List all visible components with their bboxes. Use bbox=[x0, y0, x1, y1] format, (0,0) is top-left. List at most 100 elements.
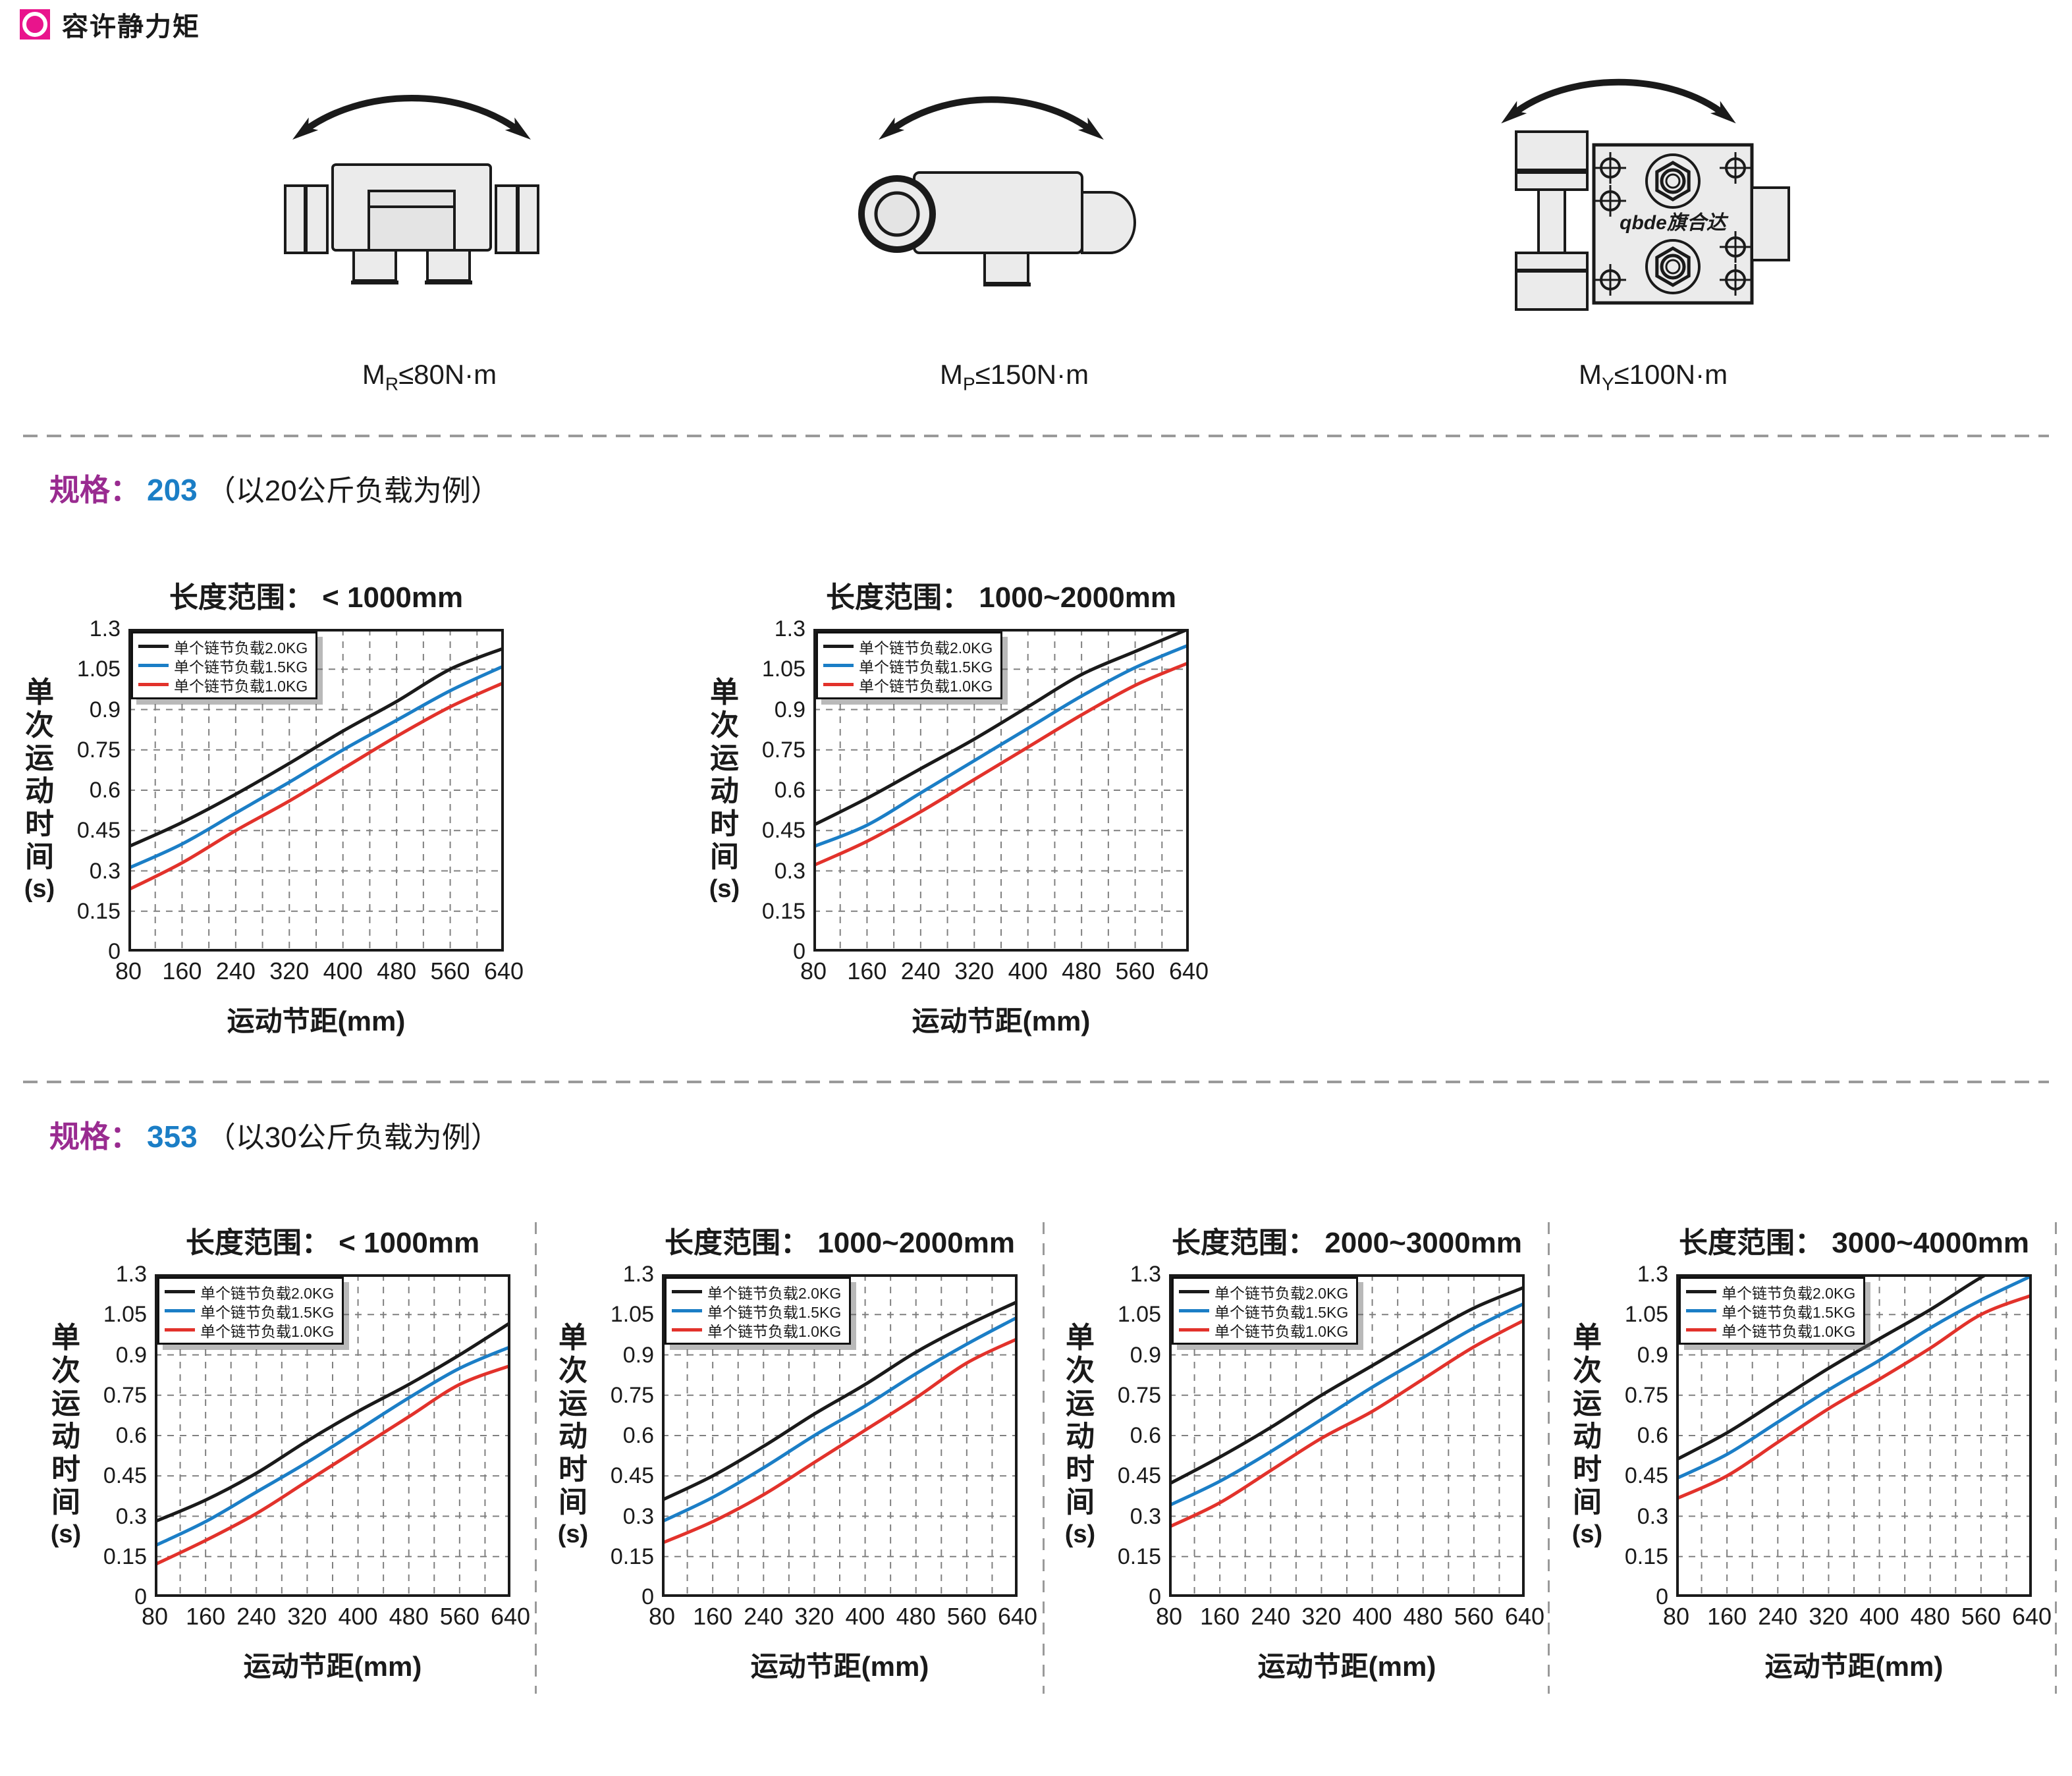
series-单个链节负载1.5KG bbox=[1676, 1274, 2032, 1480]
legend-item: 单个链节负载1.5KG bbox=[138, 656, 308, 676]
page-title: 容许静力矩 bbox=[62, 13, 200, 41]
series-单个链节负载1.0KG bbox=[1169, 1318, 1525, 1529]
legend-item: 单个链节负载2.0KG bbox=[672, 1282, 841, 1302]
y-axis-label-char: 运 bbox=[1573, 1387, 1602, 1420]
x-tick-label: 480 bbox=[389, 1603, 429, 1630]
brand-logo: qbde旗合达 bbox=[1620, 212, 1729, 234]
side-plate bbox=[495, 184, 518, 254]
x-tick-label: 400 bbox=[323, 957, 363, 984]
legend-label: 单个链节负载2.0KG bbox=[1722, 1284, 1856, 1302]
x-tick-label: 80 bbox=[1155, 1603, 1183, 1630]
side-plate bbox=[284, 184, 306, 254]
x-tick-label: 240 bbox=[744, 1603, 784, 1630]
y-tick-label: 0.3 bbox=[115, 1503, 147, 1529]
legend-item: 单个链节负载2.0KG bbox=[823, 637, 993, 657]
x-axis-label: 运动节距(mm) bbox=[227, 1006, 406, 1036]
x-tick-label: 400 bbox=[1352, 1603, 1392, 1630]
y-axis-label: 单次运动时间 (s) bbox=[43, 1322, 89, 1549]
chart-203-1000-2000mm: 长度范围： 1000~2000mm 单次运动时间 (s) 1.3 1.05 0.9 0.75… bbox=[695, 568, 1241, 1050]
series-单个链节负载1.5KG bbox=[1169, 1301, 1525, 1507]
y-axis-label: 单次运动时间 (s) bbox=[550, 1322, 596, 1549]
x-tick-label: 400 bbox=[845, 1603, 885, 1630]
x-tick-label: 560 bbox=[946, 1603, 987, 1630]
x-tick-label: 160 bbox=[847, 957, 887, 984]
y-axis-label-char: 运 bbox=[25, 742, 54, 774]
legend-label: 单个链节负载2.0KG bbox=[1214, 1284, 1349, 1302]
y-axis-label-char: 间 bbox=[710, 841, 739, 873]
plot-frame bbox=[155, 1274, 510, 1597]
y-tick-label: 0.75 bbox=[76, 737, 121, 763]
y-axis-label-char: 运 bbox=[51, 1387, 80, 1420]
spec-note: （以20公斤负载为例） bbox=[206, 475, 500, 507]
x-tick-label: 640 bbox=[490, 1603, 531, 1630]
y-tick-label: 0.45 bbox=[761, 818, 805, 844]
y-tick-label: 1.3 bbox=[622, 1262, 654, 1287]
legend: 单个链节负载2.0KG 单个链节负载1.5KG 单个链节负载1.0KG bbox=[157, 1277, 344, 1345]
y-axis-label-char: 间 bbox=[1066, 1486, 1095, 1519]
y-tick-label: 0.6 bbox=[1130, 1423, 1161, 1448]
legend-label: 单个链节负载2.0KG bbox=[174, 639, 308, 657]
legend: 单个链节负载2.0KG 单个链节负载1.5KG 单个链节负载1.0KG bbox=[816, 632, 1003, 699]
x-tick-label: 240 bbox=[215, 957, 256, 984]
y-tick-label: 0.75 bbox=[1117, 1382, 1161, 1408]
y-axis-label-char: 间 bbox=[51, 1486, 80, 1519]
y-axis-label-char: 动 bbox=[710, 775, 739, 807]
legend-item: 单个链节负载2.0KG bbox=[1179, 1282, 1349, 1302]
end-cap bbox=[1081, 191, 1136, 254]
plot-frame bbox=[1169, 1274, 1525, 1597]
y-tick-label: 0 bbox=[1656, 1584, 1668, 1609]
y-axis-unit: (s) bbox=[709, 875, 740, 903]
y-tick-label: 0.3 bbox=[1130, 1503, 1161, 1529]
y-tick-label: 0.15 bbox=[610, 1544, 654, 1569]
x-tick-label: 560 bbox=[430, 957, 470, 984]
page-header: 容许静力矩 bbox=[20, 5, 200, 43]
series-单个链节负载1.5KG bbox=[155, 1345, 510, 1547]
legend-swatch bbox=[165, 1309, 195, 1312]
ring-glyph bbox=[22, 12, 47, 37]
pivot-ring-inner bbox=[874, 191, 920, 237]
legend: 单个链节负载2.0KG 单个链节负载1.5KG 单个链节负载1.0KG bbox=[131, 632, 318, 699]
x-tick-label: 560 bbox=[1115, 957, 1155, 984]
y-axis-label-char: 单 bbox=[1066, 1322, 1095, 1354]
y-tick-label: 0.3 bbox=[1637, 1503, 1668, 1529]
legend-swatch bbox=[1179, 1309, 1209, 1312]
y-tick-label: 0 bbox=[1149, 1584, 1161, 1609]
y-axis-label-char: 时 bbox=[559, 1453, 587, 1486]
spec-heading-203: 规格： 203 （以20公斤负载为例） bbox=[49, 466, 500, 510]
spec-value: 353 bbox=[147, 1119, 198, 1154]
y-tick-label: 1.05 bbox=[1624, 1302, 1668, 1328]
legend-swatch bbox=[1179, 1290, 1209, 1293]
legend-swatch bbox=[672, 1290, 702, 1293]
x-tick-label: 400 bbox=[1859, 1603, 1899, 1630]
y-tick-label: 1.05 bbox=[76, 657, 121, 682]
y-tick-label: 0.45 bbox=[1117, 1463, 1161, 1489]
y-axis-label-char: 间 bbox=[1573, 1486, 1602, 1519]
yaw-moment-diagram: qbde旗合达 bbox=[1501, 78, 1790, 311]
y-tick-label: 0.6 bbox=[89, 778, 121, 803]
plot-frame bbox=[1676, 1274, 2032, 1597]
foot bbox=[426, 249, 471, 282]
legend-item: 单个链节负载1.5KG bbox=[672, 1301, 841, 1321]
side-plate bbox=[517, 184, 539, 254]
roll-moment-diagram bbox=[284, 95, 539, 284]
x-tick-label: 320 bbox=[1809, 1603, 1849, 1630]
y-axis-label-char: 动 bbox=[559, 1420, 587, 1453]
y-tick-label: 0.9 bbox=[89, 697, 121, 722]
y-axis-label-char: 单 bbox=[25, 676, 54, 709]
legend-label: 单个链节负载1.5KG bbox=[200, 1303, 335, 1321]
y-axis-label-char: 运 bbox=[710, 742, 739, 774]
legend-item: 单个链节负载1.5KG bbox=[823, 656, 993, 676]
y-tick-label: 1.05 bbox=[103, 1302, 147, 1328]
series-单个链节负载2.0KG bbox=[662, 1300, 1018, 1502]
link-bar bbox=[1537, 188, 1566, 254]
bolt-hex bbox=[1655, 161, 1691, 202]
bolt-hex bbox=[1655, 246, 1691, 287]
x-tick-label: 640 bbox=[2011, 1603, 2052, 1630]
legend-swatch bbox=[138, 645, 169, 648]
legend-label: 单个链节负载2.0KG bbox=[859, 639, 993, 657]
x-tick-label: 480 bbox=[1062, 957, 1102, 984]
end-block bbox=[1751, 186, 1790, 261]
y-axis-label-char: 时 bbox=[1573, 1453, 1602, 1486]
legend-swatch bbox=[165, 1328, 195, 1332]
